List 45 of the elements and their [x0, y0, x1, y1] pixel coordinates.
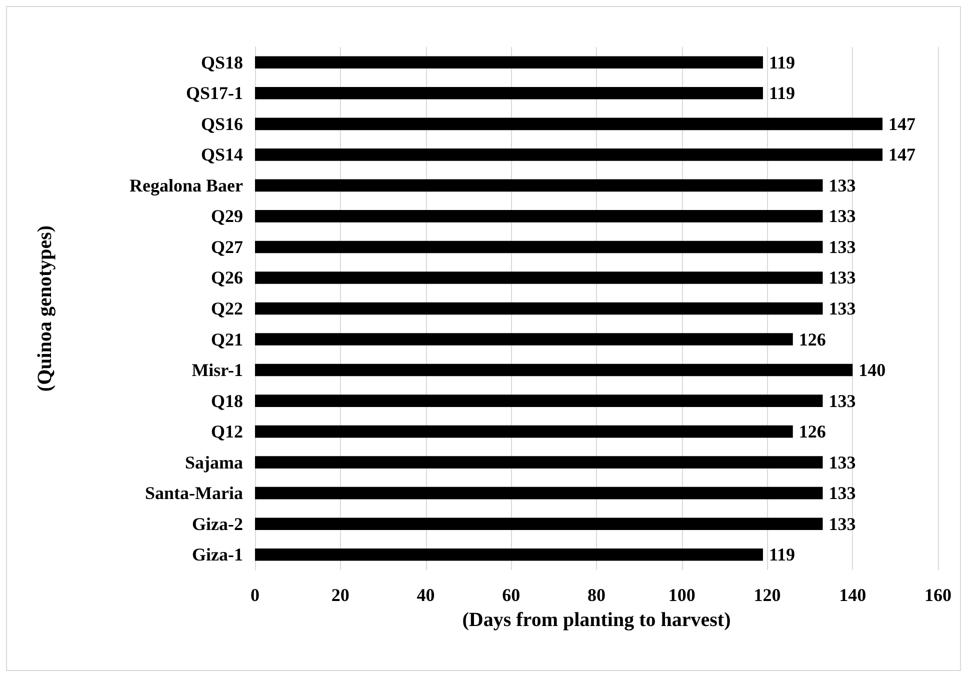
data-label: 133: [828, 268, 856, 288]
y-tick-label: Q26: [210, 268, 243, 288]
y-tick-label: Q29: [210, 206, 243, 226]
data-label: 133: [828, 298, 856, 318]
data-label: 133: [828, 514, 856, 534]
x-tick-label: 120: [754, 585, 781, 605]
data-label: 133: [828, 206, 856, 226]
data-label: 126: [798, 422, 826, 442]
x-tick-label: 140: [839, 585, 866, 605]
y-tick-label: QS16: [200, 114, 243, 134]
y-tick-label: Q21: [210, 329, 243, 350]
x-tick-label: 40: [416, 585, 435, 605]
y-axis-title: (Quinoa genotypes): [34, 225, 56, 392]
data-label: 119: [768, 544, 795, 565]
y-tick-label: Q22: [210, 298, 243, 318]
y-tick-label: Giza-2: [192, 514, 243, 534]
data-label: 147: [888, 114, 916, 134]
x-tick-label: 60: [502, 585, 520, 605]
x-tick-label: 160: [924, 585, 952, 605]
x-axis-title: (Days from planting to harvest): [462, 609, 731, 631]
x-tick-label: 80: [588, 585, 606, 605]
x-tick-label: 0: [250, 585, 260, 605]
x-tick-label: 20: [331, 585, 350, 605]
data-label: 133: [828, 452, 856, 472]
y-tick-label: Regalona Baer: [130, 175, 244, 196]
data-label: 140: [858, 360, 886, 380]
y-tick-label: Q18: [210, 390, 243, 411]
y-tick-label: Q12: [210, 422, 243, 442]
x-tick-label: 100: [668, 585, 696, 605]
y-tick-label: QS17-1: [186, 83, 243, 104]
data-label: 119: [768, 83, 795, 104]
y-tick-label: Santa-Maria: [145, 483, 243, 504]
y-tick-label: QS14: [200, 144, 243, 165]
y-tick-label: QS18: [200, 52, 243, 72]
data-label: 133: [828, 175, 856, 196]
data-label: 133: [828, 483, 856, 504]
y-tick-label: Sajama: [185, 452, 243, 472]
data-label: 119: [768, 52, 795, 72]
y-tick-label: Q27: [210, 236, 243, 257]
data-label: 126: [798, 329, 826, 350]
data-label: 133: [828, 390, 856, 411]
data-label: 133: [828, 236, 856, 257]
data-label: 147: [888, 144, 916, 165]
y-tick-label: Misr-1: [192, 360, 243, 380]
y-tick-label: Giza-1: [192, 544, 243, 565]
